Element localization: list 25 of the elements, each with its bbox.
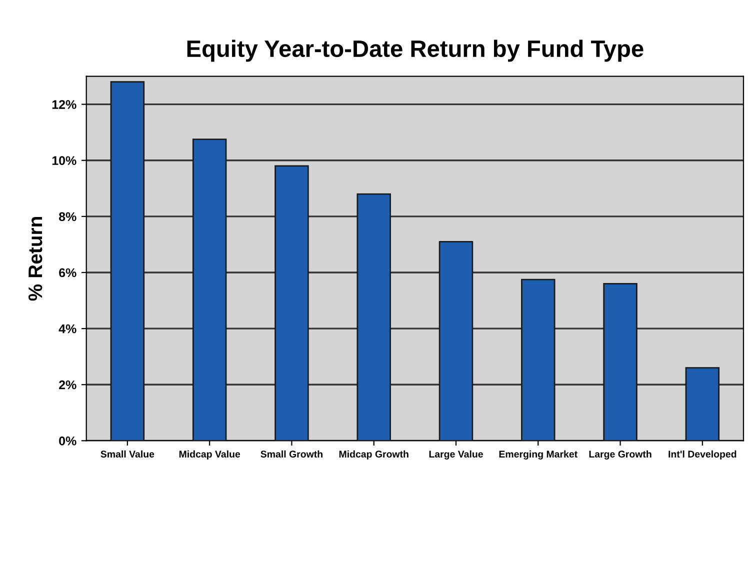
x-tick-label: Large Growth [589, 450, 652, 460]
y-tick-label: 10% [52, 156, 76, 166]
bar [192, 138, 227, 441]
x-tick-label: Large Value [429, 450, 483, 460]
y-tick-label: 6% [59, 268, 76, 278]
x-tick-label: Small Growth [260, 450, 322, 458]
bar [274, 165, 309, 441]
y-tick-label: 0% [59, 436, 76, 446]
chart-title: Equity Year-to-Date Return by Fund Type [187, 40, 644, 62]
bar [438, 240, 474, 441]
y-tick-label: 12% [52, 100, 76, 109]
bar [521, 278, 556, 441]
bar [356, 193, 391, 441]
x-tick-label: Int'l Developed [668, 450, 736, 460]
y-tick-label: 4% [58, 324, 76, 334]
bar [603, 283, 638, 441]
x-tick-label: Midcap Growth [339, 450, 408, 460]
bar [110, 81, 145, 441]
bar [685, 367, 720, 441]
x-tick-label: Small Value [100, 450, 154, 458]
y-tick-label: 8% [58, 212, 76, 222]
x-tick-label: Midcap Value [179, 450, 240, 460]
y-tick-label: 2% [59, 380, 76, 390]
x-tick-label: Emerging Market [499, 450, 578, 460]
y-axis-title: % Return [28, 217, 42, 301]
